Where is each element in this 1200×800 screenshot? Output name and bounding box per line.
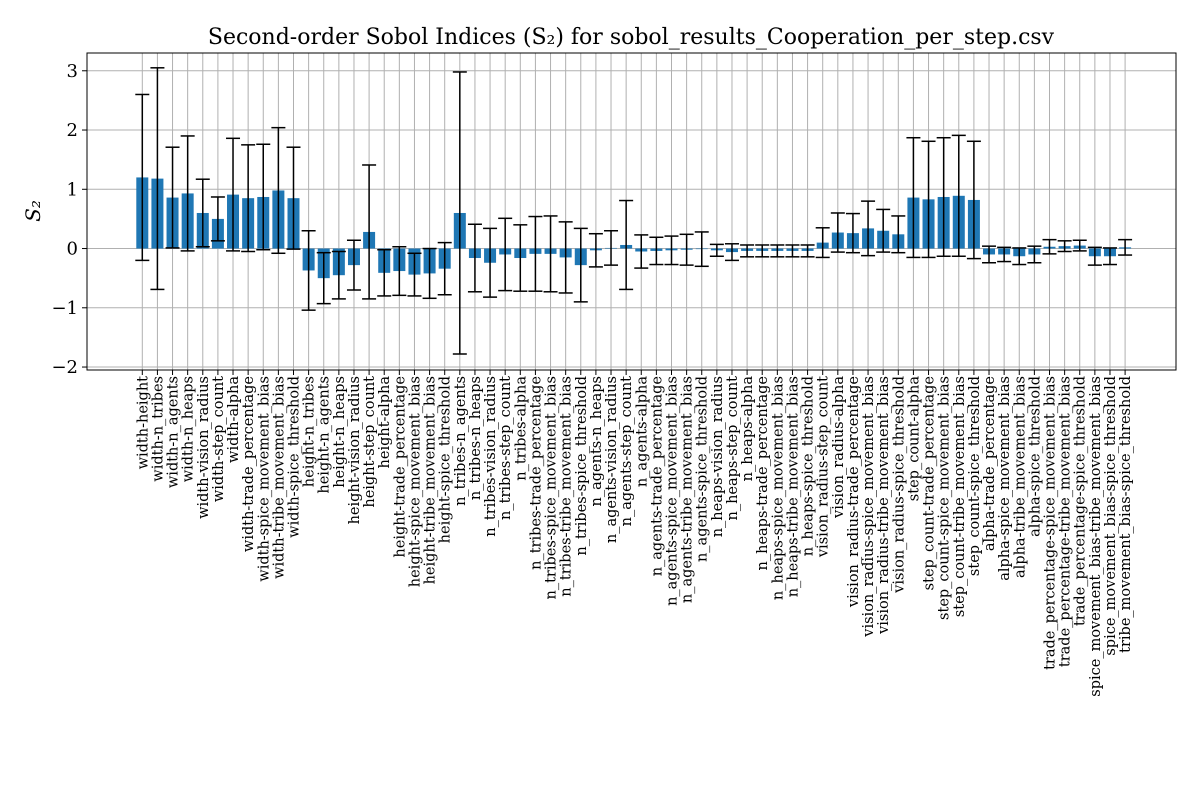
y-tick-label: 0 <box>67 239 78 260</box>
x-tick-label: tribe_movement_bias-spice_threshold <box>1118 376 1134 653</box>
x-tick-label: n_tribes-vision_radius <box>483 376 499 537</box>
x-tick-label: n_tribes-tribe_movement_bias <box>559 376 575 597</box>
x-tick-label: step_count-alpha <box>906 376 922 502</box>
y-tick-label: −1 <box>51 298 78 319</box>
x-tick-label: n_agents-spice_movement_bias <box>665 376 681 606</box>
x-tick-label: width-alpha <box>226 376 242 463</box>
x-tick-label: width-n_tribes <box>150 376 166 482</box>
x-tick-label: width-spice_threshold <box>287 376 303 538</box>
x-tick-label: n_tribes-alpha <box>513 376 529 481</box>
x-tick-label: spice_movement_bias-tribe_movement_bias <box>1088 376 1104 697</box>
x-tick-label: width-vision_radius <box>196 376 212 519</box>
x-tick-label: trade_percentage-tribe_movement_bias <box>1058 376 1074 667</box>
x-tick-label: n_agents-tribe_movement_bias <box>680 376 696 603</box>
x-tick-label: height-n_heaps <box>332 376 348 488</box>
x-tick-label: width-tribe_movement_bias <box>271 376 287 579</box>
x-tick-label: alpha-spice_threshold <box>1027 376 1043 537</box>
y-axis-label: S₂ <box>21 200 45 222</box>
x-tick-label: width-height <box>135 376 151 470</box>
x-tick-label: n_agents-n_heaps <box>589 376 605 506</box>
x-tick-label: step_count-tribe_movement_bias <box>952 376 968 617</box>
x-tick-label: width-spice_movement_bias <box>256 376 272 582</box>
error-bar-layer <box>135 67 1133 355</box>
x-tick-label: vision_radius-tribe_movement_bias <box>876 376 892 635</box>
x-tick-label: step_count-trade_percentage <box>922 376 938 590</box>
bar-layer <box>136 177 1132 279</box>
y-tick-label: 2 <box>67 120 78 141</box>
x-tick-label: n_agents-alpha <box>634 376 650 488</box>
y-tick-layer: −2 −1 0 1 2 3 <box>51 61 87 378</box>
x-tick-label: n_tribes-trade_percentage <box>528 376 544 570</box>
x-tick-label: n_tribes-spice_movement_bias <box>544 376 560 600</box>
x-tick-label: height-vision_radius <box>347 376 363 524</box>
x-tick-label: n_agents-step_count <box>619 376 635 527</box>
x-tick-label: trade_percentage-spice_threshold <box>1073 376 1089 626</box>
x-tick-label: height-trade_percentage <box>392 376 408 558</box>
x-tick-label: n_tribes-n_heaps <box>468 376 484 500</box>
plot-frame <box>86 52 1177 371</box>
y-tick-label: 1 <box>67 179 78 200</box>
x-tick-label: n_heaps-step_count <box>725 376 741 521</box>
x-tick-label: vision_radius-alpha <box>831 376 847 519</box>
x-tick-label: height-n_agents <box>317 376 333 494</box>
x-tick-label: step_count-spice_threshold <box>967 376 983 576</box>
x-tick-label: vision_radius-spice_movement_bias <box>861 376 877 638</box>
x-tick-label: n_heaps-spice_movement_bias <box>770 376 786 600</box>
x-tick-label: n_agents-spice_threshold <box>695 376 711 562</box>
x-tick-label: n_heaps-trade_percentage <box>755 376 771 570</box>
x-tick-label: width-trade_percentage <box>241 376 257 552</box>
x-tick-label: height-tribe_movement_bias <box>423 376 439 584</box>
x-tick-label: height-spice_threshold <box>438 376 454 543</box>
x-tick-label: alpha-trade_percentage <box>982 376 998 551</box>
x-tick-label: height-alpha <box>377 376 393 469</box>
x-tick-label: spice_movement_bias-spice_threshold <box>1103 376 1119 656</box>
x-tick-label: width-n_agents <box>166 376 182 488</box>
x-tick-label: n_heaps-tribe_movement_bias <box>785 376 801 597</box>
x-tick-label: trade_percentage-spice_movement_bias <box>1043 376 1059 670</box>
x-tick-label: vision_radius-step_count <box>816 376 832 558</box>
x-tick-label: width-step_count <box>211 376 227 502</box>
x-tick-layer: width-height width-n_tribes width-n_agents… <box>135 370 1134 697</box>
x-tick-label: vision_radius-trade_percentage <box>846 376 862 608</box>
x-tick-label: n_agents-vision_radius <box>604 376 620 543</box>
x-tick-label: step_count-spice_movement_bias <box>937 376 953 620</box>
x-tick-label: n_tribes-n_agents <box>453 376 469 506</box>
x-tick-label: n_heaps-alpha <box>740 376 756 482</box>
chart-title: Second-order Sobol Indices (S₂) for sobo… <box>208 25 1055 50</box>
x-tick-label: height-spice_movement_bias <box>407 376 423 587</box>
x-tick-label: alpha-tribe_movement_bias <box>1012 376 1028 578</box>
grid-layer <box>87 53 1176 370</box>
x-tick-label: n_agents-trade_percentage <box>649 376 665 576</box>
x-tick-label: n_heaps-spice_threshold <box>801 376 817 556</box>
x-tick-label: n_tribes-step_count <box>498 376 514 520</box>
x-tick-label: height-n_tribes <box>302 376 318 487</box>
x-tick-label: n_tribes-spice_threshold <box>574 376 590 556</box>
x-tick-label: height-step_count <box>362 376 378 508</box>
y-tick-label: −2 <box>51 357 78 378</box>
x-tick-label: n_heaps-vision_radius <box>710 376 726 537</box>
y-tick-label: 3 <box>67 61 78 82</box>
x-tick-label: width-n_heaps <box>181 376 197 482</box>
x-tick-label: alpha-spice_movement_bias <box>997 376 1013 581</box>
x-tick-label: vision_radius-spice_threshold <box>891 376 907 594</box>
